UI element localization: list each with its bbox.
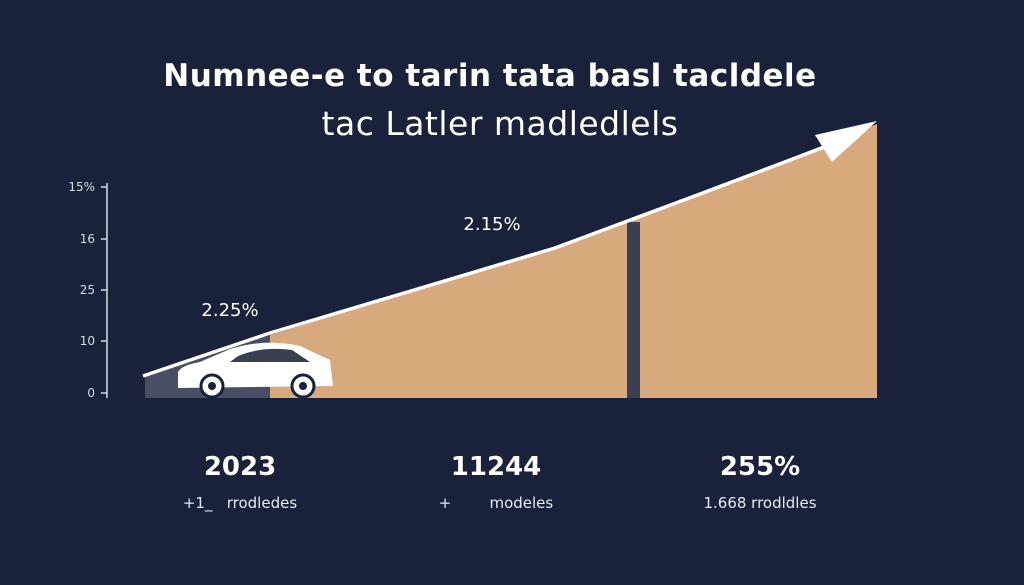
y-tick-label: 25 — [80, 283, 95, 297]
stat-card: 11244 + modeles — [376, 452, 616, 512]
stat-card: 2023 +1_ rrodledes — [120, 452, 360, 512]
y-axis: 15% 16 25 10 0 — [68, 180, 108, 400]
stat-card: 255% 1.668 rrodldles — [640, 452, 880, 512]
chart-title-line-2: tac Latler madledlels — [321, 104, 679, 143]
car-icon — [178, 342, 333, 399]
data-label: 2.15% — [463, 214, 520, 235]
stat-subtitle: 1.668 rrodldles — [703, 494, 817, 512]
y-tick-label: 0 — [87, 386, 95, 400]
stat-value: 2023 — [203, 452, 277, 482]
stat-subtitle: +1_ rrodledes — [182, 494, 298, 512]
stat-value: 255% — [719, 452, 801, 482]
y-tick-label: 15% — [68, 180, 95, 194]
y-tick-label: 16 — [80, 232, 95, 246]
chart-title-line-1: Numnee-e to tarin tata basl tacldele — [163, 58, 817, 94]
trend-arrow-icon — [815, 121, 877, 162]
trend-line — [142, 141, 836, 378]
data-label: 2.25% — [201, 300, 258, 321]
marker-bar — [627, 222, 640, 398]
area-fill — [270, 124, 877, 398]
y-tick-label: 10 — [80, 334, 95, 348]
stat-value: 11244 — [450, 452, 542, 482]
stat-subtitle: + modeles — [438, 494, 554, 512]
